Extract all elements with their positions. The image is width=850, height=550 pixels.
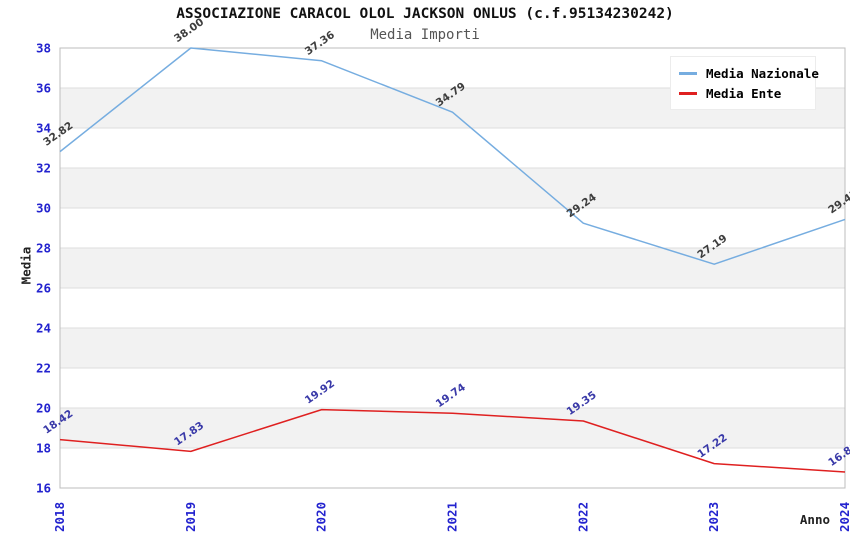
data-point-label: 38.00 xyxy=(172,16,206,45)
series-line-media-nazionale xyxy=(59,47,846,265)
data-point-label: 19.74 xyxy=(434,381,468,410)
legend-item-media-nazionale: Media Nazionale xyxy=(679,63,819,83)
series-line-media-ente xyxy=(59,408,846,473)
y-axis-tick-label: 32 xyxy=(36,161,51,176)
grid-band xyxy=(60,248,845,288)
y-axis-tick-label: 30 xyxy=(36,201,51,216)
media-ente-line-swatch xyxy=(679,91,697,95)
x-axis-tick-label: 2019 xyxy=(183,502,198,532)
legend: Media Nazionale Media Ente xyxy=(670,56,819,110)
grid-band xyxy=(60,168,845,208)
x-axis-tick-label: 2020 xyxy=(314,502,329,532)
y-axis-tick-label: 20 xyxy=(36,401,51,416)
grid-band xyxy=(60,408,845,448)
y-axis-tick-label: 16 xyxy=(36,481,51,496)
grid-band xyxy=(60,328,845,368)
x-axis-tick-label: 2023 xyxy=(706,502,721,532)
y-axis-tick-label: 18 xyxy=(36,441,51,456)
y-axis-tick-label: 38 xyxy=(36,41,51,56)
legend-item-media-ente: Media Ente xyxy=(679,83,807,103)
y-axis-tick-label: 24 xyxy=(36,321,51,336)
x-axis-tick-label: 2021 xyxy=(445,502,460,532)
x-axis-title: Anno xyxy=(799,512,830,527)
chart-title: ASSOCIAZIONE CARACOL OLOL JACKSON ONLUS … xyxy=(176,6,674,22)
plot-border xyxy=(59,47,846,489)
x-axis-tick-label: 2024 xyxy=(837,502,850,532)
data-point-label: 19.92 xyxy=(303,378,337,407)
y-axis-tick-label: 26 xyxy=(36,281,51,296)
y-axis-tick-label: 36 xyxy=(36,81,51,96)
y-axis-tick-label: 22 xyxy=(36,361,51,376)
y-axis-tick-label: 34 xyxy=(36,121,51,136)
legend-label: Media Ente xyxy=(706,85,782,101)
y-axis-tick-label: 28 xyxy=(36,241,51,256)
data-point-label: 37.36 xyxy=(303,29,337,58)
y-axis-title: Media xyxy=(18,246,34,285)
legend-label: Media Nazionale xyxy=(706,65,819,81)
chart-subtitle: Media Importi xyxy=(370,27,480,43)
media-nazionale-line-swatch xyxy=(679,71,697,75)
x-axis-tick-label: 2018 xyxy=(52,502,67,532)
x-axis-tick-label: 2022 xyxy=(575,502,590,532)
